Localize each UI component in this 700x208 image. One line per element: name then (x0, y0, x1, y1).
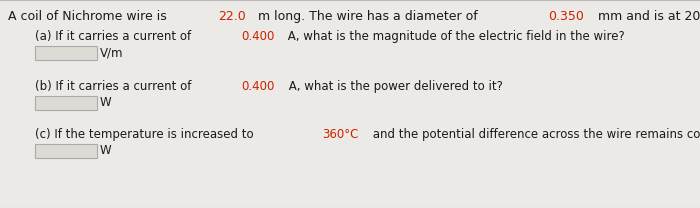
Text: V/m: V/m (100, 47, 123, 59)
Text: mm and is at 20.0°C.: mm and is at 20.0°C. (594, 10, 700, 23)
Text: A coil of Nichrome wire is: A coil of Nichrome wire is (8, 10, 171, 23)
Text: (c) If the temperature is increased to: (c) If the temperature is increased to (35, 128, 258, 141)
Text: 0.400: 0.400 (241, 80, 275, 93)
Text: (b) If it carries a current of: (b) If it carries a current of (35, 80, 195, 93)
Text: 0.400: 0.400 (241, 30, 274, 43)
Text: 360°C: 360°C (322, 128, 358, 141)
Text: m long. The wire has a diameter of: m long. The wire has a diameter of (254, 10, 482, 23)
FancyBboxPatch shape (35, 96, 97, 110)
Text: (a) If it carries a current of: (a) If it carries a current of (35, 30, 195, 43)
Text: A, what is the magnitude of the electric field in the wire?: A, what is the magnitude of the electric… (284, 30, 625, 43)
Text: 22.0: 22.0 (218, 10, 246, 23)
Text: A, what is the power delivered to it?: A, what is the power delivered to it? (285, 80, 503, 93)
Text: 0.350: 0.350 (547, 10, 584, 23)
Text: W: W (100, 145, 111, 157)
FancyBboxPatch shape (35, 144, 97, 158)
FancyBboxPatch shape (35, 46, 97, 60)
Text: and the potential difference across the wire remains constant, what is the power: and the potential difference across the … (369, 128, 700, 141)
Text: W: W (100, 97, 111, 109)
